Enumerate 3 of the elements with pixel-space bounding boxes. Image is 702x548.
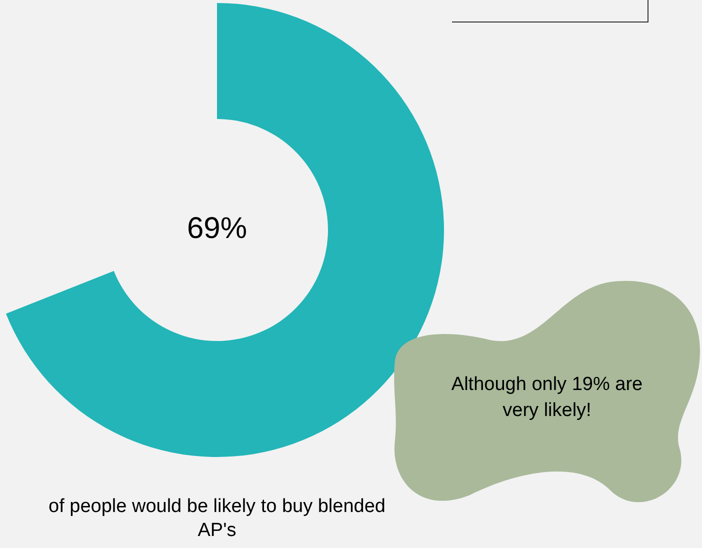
text: 69% [186, 212, 248, 245]
text: of people would be likely to buy blended AP's [48, 496, 386, 541]
text: Although only 19% are very likely! [451, 374, 643, 421]
